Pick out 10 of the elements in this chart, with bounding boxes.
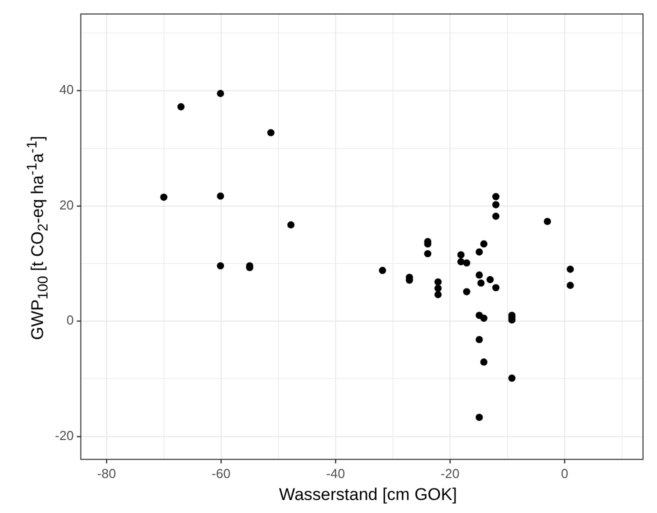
x-axis-title: Wasserstand [cm GOK]: [279, 485, 457, 505]
y-tick-label: 40: [59, 82, 74, 98]
x-tick-label: -80: [97, 466, 116, 481]
x-tick-label: 0: [560, 466, 568, 481]
x-tick-label: -60: [212, 466, 230, 481]
x-tick-label: -40: [326, 466, 345, 481]
x-tick-label: -20: [440, 466, 460, 481]
y-tick-label: 20: [59, 197, 74, 212]
y-tick-label: 0: [66, 312, 74, 328]
y-tick-label: -20: [54, 428, 74, 443]
